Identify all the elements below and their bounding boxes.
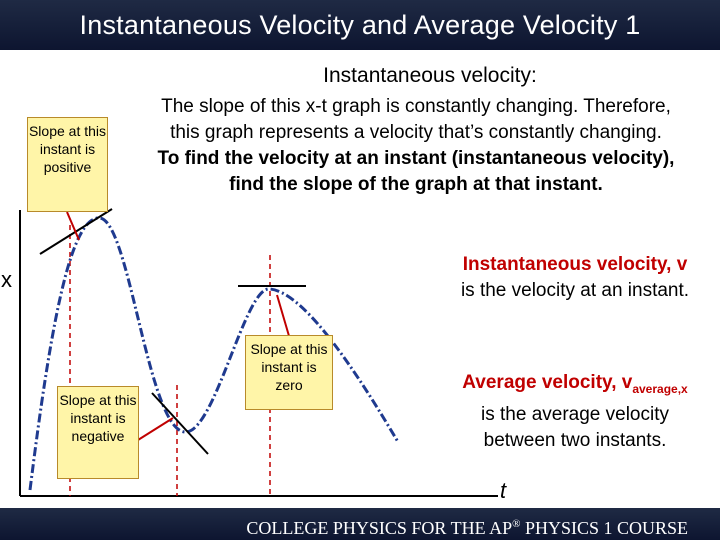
- intro-line-4: find the slope of the graph at that inst…: [229, 174, 603, 195]
- instantaneous-velocity-term: Instantaneous velocity, v: [462, 254, 688, 275]
- pointer-negative: [137, 417, 174, 441]
- position-curve: [28, 216, 400, 491]
- t-axis-label: t: [500, 478, 507, 503]
- average-velocity-desc: is the average velocity between two inst…: [481, 403, 669, 451]
- callout-zero-slope: Slope at this instant is zero: [245, 335, 333, 410]
- intro-line-3: To find the velocity at an instant (inst…: [157, 148, 675, 169]
- pointer-positive: [66, 211, 80, 241]
- callout-positive-slope: Slope at this instant is positive: [27, 117, 108, 212]
- section-heading: Instantaneous velocity:: [323, 64, 537, 87]
- pointer-zero: [276, 294, 290, 337]
- x-axis-label: x: [1, 267, 12, 292]
- tangent-negative: [151, 392, 209, 455]
- footer-bar: COLLEGE PHYSICS FOR THE AP® PHYSICS 1 CO…: [0, 508, 720, 540]
- slide-title: Instantaneous Velocity and Average Veloc…: [0, 0, 720, 50]
- callout-negative-slope: Slope at this instant is negative: [57, 386, 139, 479]
- intro-line-2: this graph represents a velocity that’s …: [170, 122, 662, 143]
- average-velocity-definition: Average velocity, vaverage,x is the aver…: [430, 370, 720, 454]
- instantaneous-velocity-desc: is the velocity at an instant.: [460, 280, 690, 301]
- average-velocity-term: Average velocity, vaverage,x: [462, 372, 688, 396]
- intro-paragraph: The slope of this x-t graph is constantl…: [112, 94, 720, 198]
- instantaneous-velocity-definition: Instantaneous velocity, v is the velocit…: [430, 252, 720, 304]
- intro-line-1: The slope of this x-t graph is constantl…: [161, 96, 671, 117]
